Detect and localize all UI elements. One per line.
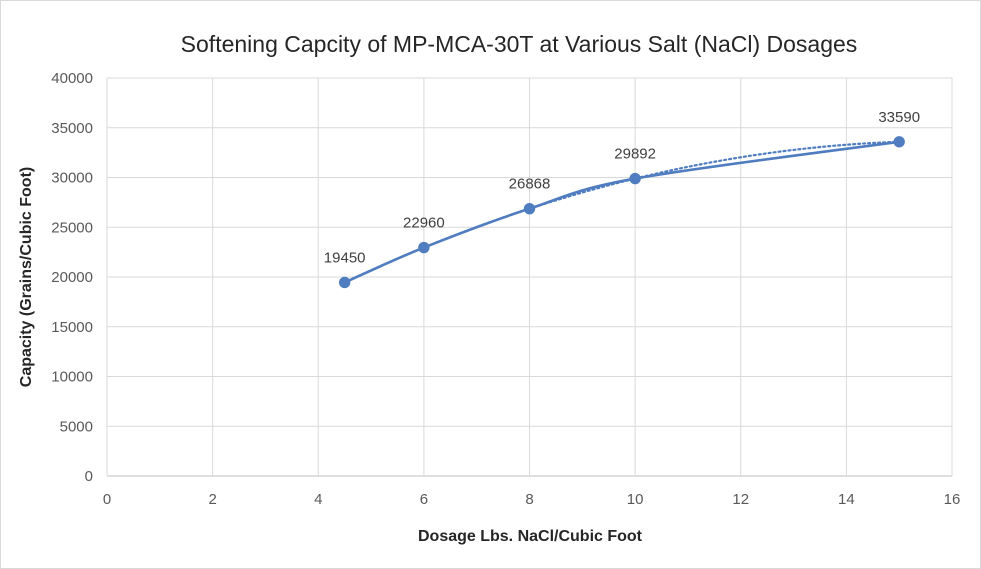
data-point — [893, 136, 905, 148]
x-tick-label: 10 — [627, 491, 644, 508]
data-labels: 19450 22960 26868 29892 33590 — [324, 109, 920, 267]
y-axis-title: Capacity (Grains/Cubic Foot) — [18, 167, 35, 387]
x-tick-label: 14 — [838, 491, 855, 508]
x-axis-title: Dosage Lbs. NaCl/Cubic Foot — [418, 528, 643, 545]
y-tick-label: 0 — [85, 468, 93, 485]
y-tick-label: 10000 — [51, 369, 93, 386]
chart-title: Softening Capcity of MP-MCA-30T at Vario… — [181, 31, 858, 57]
data-point — [523, 202, 536, 215]
y-tick-label: 5000 — [60, 418, 93, 435]
trendline — [343, 140, 901, 284]
x-tick-label: 16 — [944, 491, 961, 508]
data-label: 19450 — [324, 249, 366, 266]
data-label: 26868 — [509, 176, 551, 193]
data-point — [629, 172, 641, 185]
y-tick-label: 25000 — [51, 219, 93, 236]
data-label: 33590 — [878, 109, 920, 126]
x-tick-label: 12 — [732, 491, 749, 508]
y-tick-label: 15000 — [51, 319, 93, 336]
data-point — [418, 241, 430, 254]
data-points — [338, 136, 905, 289]
x-tick-label: 0 — [103, 491, 111, 508]
x-tick-label: 2 — [208, 491, 216, 508]
series-line-path — [344, 140, 900, 284]
y-tick-label: 30000 — [51, 170, 93, 187]
data-point — [338, 276, 351, 289]
x-tick-label: 4 — [314, 491, 322, 508]
x-tick-label: 8 — [525, 491, 533, 508]
gridlines — [106, 77, 953, 477]
y-tick-label: 40000 — [51, 70, 93, 87]
data-label: 29892 — [614, 146, 656, 163]
trendline-path — [343, 140, 901, 284]
data-label: 22960 — [403, 215, 445, 232]
y-axis-ticks: 0 5000 10000 15000 20000 25000 30000 35000 40000 — [51, 70, 93, 485]
x-tick-label: 6 — [420, 491, 428, 508]
y-tick-label: 35000 — [51, 120, 93, 137]
x-axis-ticks: 0 2 4 6 8 10 12 14 16 — [103, 491, 961, 508]
y-tick-label: 20000 — [51, 269, 93, 286]
series-line — [344, 140, 900, 284]
